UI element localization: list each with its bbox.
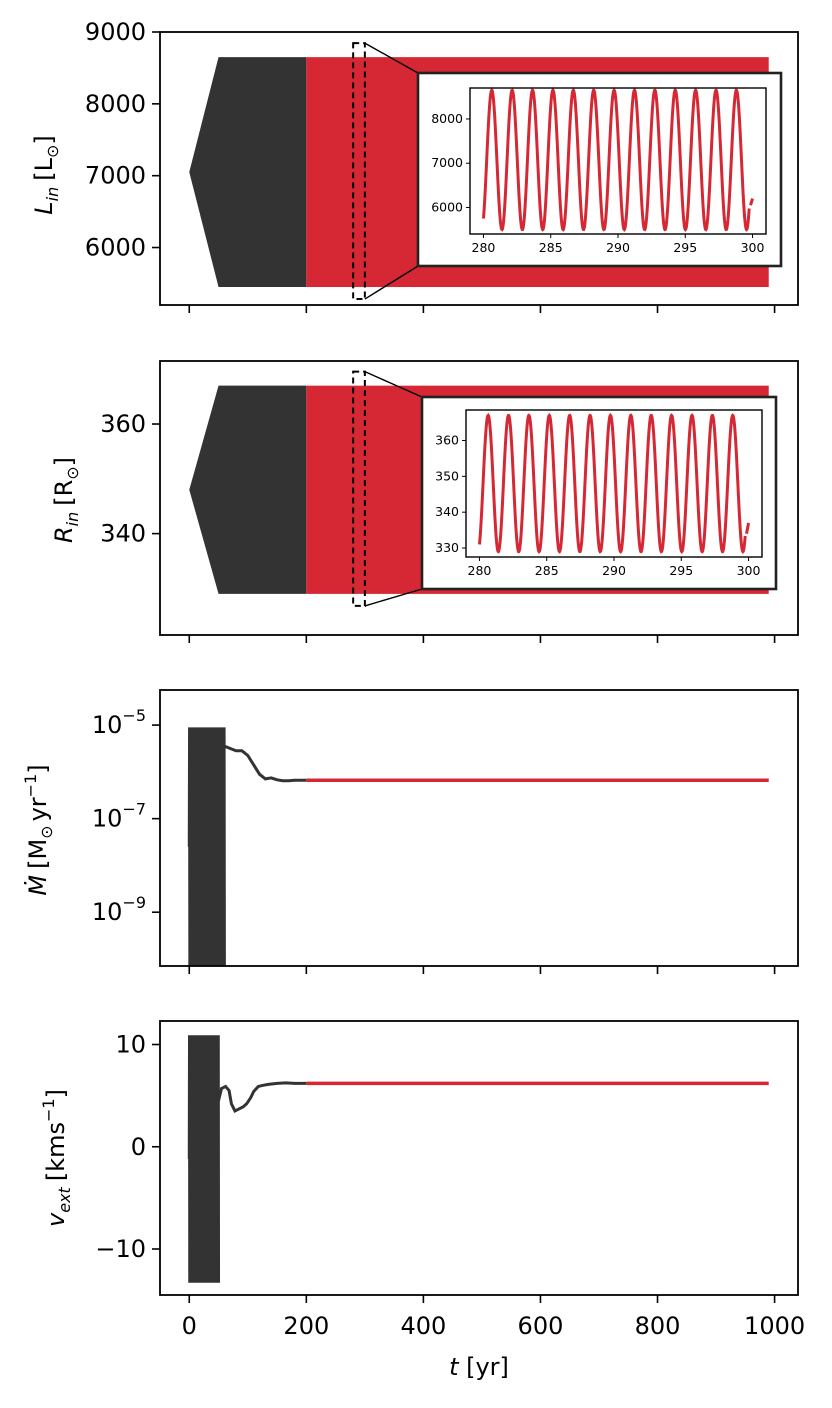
x-axis-label: t [yr]	[449, 1353, 509, 1381]
luminosity-y-label: Lin[L⊙]	[30, 135, 62, 214]
mass-loss-y-label: Ṁ[M⊙yr−1]	[21, 764, 56, 895]
radius-early-envelope	[189, 385, 307, 594]
velocity-early-settle	[217, 1081, 307, 1113]
y-tick-label: −10	[95, 1235, 146, 1263]
inset-x-tick-label: 280	[468, 563, 492, 578]
inset-x-tick-label: 295	[673, 240, 697, 255]
mass-loss-axes-frame	[159, 689, 799, 967]
y-tick-label: 10−9	[92, 893, 146, 926]
y-tick-label: 10−5	[92, 706, 146, 739]
panel-luminosity: 280 285 290 295 300 6000 7000 8000 6000 7000 8000…	[30, 18, 799, 313]
y-tick-label: 9000	[85, 18, 146, 46]
luminosity-ticks: 6000 7000 8000 9000	[85, 18, 776, 313]
inset-x-tick-label: 300	[737, 563, 761, 578]
luminosity-connector-line	[364, 265, 419, 300]
radius-connector-line	[364, 371, 423, 398]
luminosity-inset: 280 285 290 295 300 6000 7000 8000	[416, 71, 783, 268]
y-tick-label: 340	[100, 520, 146, 548]
inset-x-tick-label: 295	[669, 563, 693, 578]
velocity-early-oscillation	[187, 1035, 221, 1283]
luminosity-early-envelope	[189, 57, 307, 288]
velocity-axes-frame	[159, 1020, 799, 1296]
x-tick-label: 200	[283, 1312, 329, 1340]
radius-inset: 280 285 290 295 300 330 340 350 360	[420, 395, 778, 591]
luminosity-inset-series	[481, 87, 754, 232]
y-tick-label: 10−7	[92, 800, 146, 833]
radius-connector-line	[364, 588, 423, 607]
y-tick-label: 8000	[85, 90, 146, 118]
luminosity-connector-line	[364, 42, 419, 74]
inset-x-tick-label: 280	[472, 240, 496, 255]
inset-y-tick-label: 340	[435, 504, 459, 519]
mass-loss-early-oscillation	[187, 727, 226, 967]
x-tick-label: 400	[400, 1312, 446, 1340]
mass-loss-ticks: 10−9 10−7 10−5	[92, 706, 776, 974]
velocity-ticks: 0 200 400 600 800 1000 −10 0 10	[95, 1031, 805, 1340]
mass-loss-marks	[187, 727, 769, 967]
velocity-y-label: vext[kms−1]	[39, 1089, 74, 1227]
x-tick-label: 0	[182, 1312, 197, 1340]
panel-velocity: 0 200 400 600 800 1000 −10 0 10 vext[kms−1]	[39, 1020, 805, 1340]
y-tick-label: 10	[115, 1031, 146, 1059]
inset-y-tick-label: 350	[435, 468, 459, 483]
inset-x-tick-label: 290	[606, 240, 630, 255]
mass-loss-early-settle	[223, 744, 307, 783]
inset-x-tick-label: 300	[741, 240, 765, 255]
velocity-marks	[187, 1035, 769, 1283]
inset-x-tick-label: 290	[602, 563, 626, 578]
x-tick-label: 600	[518, 1312, 564, 1340]
inset-x-tick-label: 285	[539, 240, 563, 255]
y-tick-label: 6000	[85, 234, 146, 262]
radius-inset-series	[477, 413, 751, 554]
luminosity-axes-frame	[159, 31, 799, 306]
y-tick-label: 0	[131, 1133, 146, 1161]
radius-ticks: 340 360	[100, 410, 776, 643]
radius-y-label: Rin[R⊙]	[50, 457, 82, 543]
inset-y-tick-label: 7000	[431, 155, 463, 170]
panel-mass-loss: 10−9 10−7 10−5 Ṁ[M⊙yr−1]	[21, 689, 799, 974]
inset-x-tick-label: 285	[535, 563, 559, 578]
luminosity-zoom-box	[352, 42, 419, 301]
luminosity-zoom-rect	[352, 42, 366, 301]
x-tick-label: 1000	[744, 1312, 805, 1340]
inset-y-tick-label: 6000	[431, 199, 463, 214]
radius-zoom-rect	[352, 370, 366, 607]
y-tick-label: 7000	[85, 162, 146, 190]
inset-y-tick-label: 8000	[431, 111, 463, 126]
radius-zoom-box	[352, 370, 423, 607]
inset-y-tick-label: 330	[435, 540, 459, 555]
y-tick-label: 360	[100, 410, 146, 438]
radius-inset-box	[420, 395, 778, 591]
inset-y-tick-label: 360	[435, 432, 459, 447]
panel-radius: 280 285 290 295 300 330 340 350 360 340 360 Rin[R…	[50, 360, 799, 643]
x-tick-label: 800	[635, 1312, 681, 1340]
radius-axes-frame	[159, 360, 799, 636]
